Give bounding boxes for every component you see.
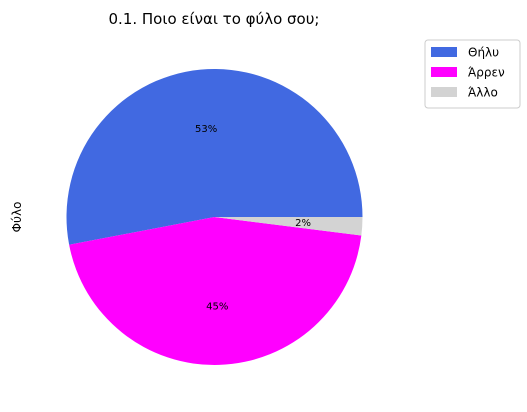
legend-swatch [431,67,457,77]
pie-slice [214,217,363,236]
legend-swatch [431,87,457,97]
y-axis-label: Φύλο [10,202,24,233]
pie-slice [66,69,363,245]
legend-label: Άρρεν [468,66,505,80]
legend-label: Θήλυ [468,46,499,60]
slice-percent-label: 45% [206,301,228,312]
pie-percent-labels: 53% 45% 2% [195,124,311,312]
pie-slice [69,217,362,366]
legend-swatch [431,47,457,57]
slice-percent-label: 2% [295,218,311,229]
legend: Θήλυ Άρρεν Άλλο [424,39,521,109]
chart-title: 0.1. Ποιο είναι το φύλο σου; [109,10,320,28]
legend-label: Άλλο [468,86,498,100]
slice-percent-label: 53% [195,124,217,135]
pie-slices [66,69,363,366]
